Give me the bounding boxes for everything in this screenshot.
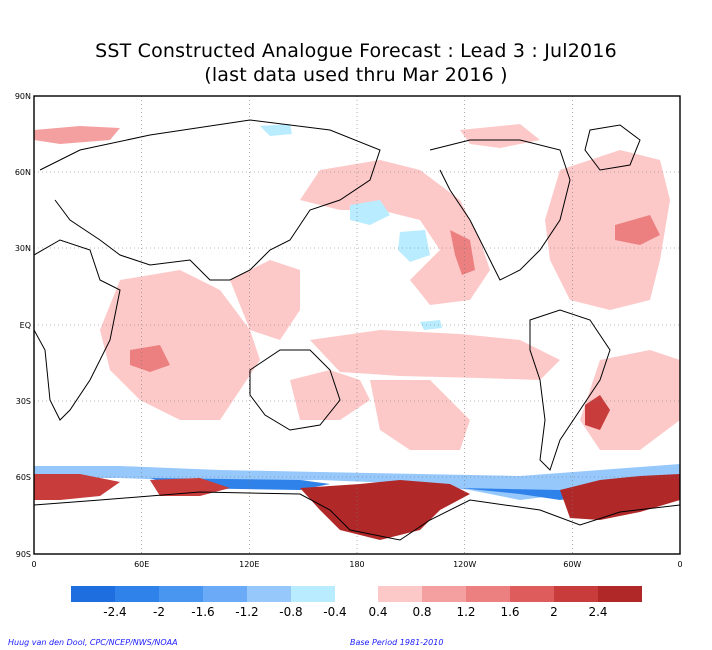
map-title: SST Constructed Analogue Forecast : Lead… bbox=[95, 40, 617, 62]
warm-north-pacific-core bbox=[450, 230, 475, 275]
cold-north-pacific bbox=[350, 200, 430, 262]
colorbar-swatch-positive bbox=[378, 586, 422, 602]
colorbar-label: -1.6 bbox=[191, 605, 214, 619]
map-subtitle: (last data used thru Mar 2016 ) bbox=[204, 64, 508, 86]
colorbar-label: 1.6 bbox=[500, 605, 519, 619]
coast-greenland bbox=[584, 124, 641, 171]
lat-label: 60S bbox=[16, 473, 31, 482]
map-frame bbox=[33, 95, 681, 555]
colorbar-label: -2.4 bbox=[103, 605, 126, 619]
warm-ross-sea bbox=[300, 480, 470, 540]
lat-label: 60N bbox=[15, 168, 31, 177]
coast-africa bbox=[34, 239, 121, 421]
longitude-labels: 0 60E 120E 180 120W 60W 0 bbox=[31, 560, 682, 569]
colorbar-label: -2 bbox=[153, 605, 165, 619]
base-period-text: Base Period 1981-2010 bbox=[350, 638, 444, 647]
colorbar-swatch-positive bbox=[422, 586, 466, 602]
lat-label: 30S bbox=[16, 397, 31, 406]
colorbar-swatch-positive bbox=[554, 586, 598, 602]
colorbar-label: -1.2 bbox=[235, 605, 258, 619]
warm-south-pacific-tongue bbox=[370, 380, 470, 450]
colorbar-label: 2 bbox=[550, 605, 558, 619]
colorbar-label: 0.8 bbox=[412, 605, 431, 619]
coast-north-america bbox=[429, 139, 571, 281]
colorbar-swatch-negative bbox=[291, 586, 335, 602]
warm-antarctic-atlantic-sector bbox=[34, 474, 120, 500]
colorbar-swatch-negative bbox=[71, 586, 115, 602]
warm-arctic-atlantic bbox=[34, 126, 120, 144]
colorbar-swatch-negative bbox=[247, 586, 291, 602]
coast-australia bbox=[249, 349, 341, 431]
cold-band-core bbox=[150, 478, 600, 500]
coast-south-america bbox=[529, 309, 611, 471]
credit-text: Huug van den Dool, CPC/NCEP/NWS/NOAA bbox=[8, 638, 178, 647]
warm-north-pacific bbox=[300, 160, 490, 305]
coast-antarctica bbox=[34, 491, 680, 541]
warm-antarctic-indian-sector bbox=[150, 478, 230, 496]
gridlines bbox=[34, 96, 680, 554]
lon-label: 0 bbox=[677, 560, 682, 569]
lon-label: 180 bbox=[349, 560, 364, 569]
colorbar-swatch-negative bbox=[115, 586, 159, 602]
colorbar-swatch-positive bbox=[510, 586, 554, 602]
colorbar-swatch-negative bbox=[203, 586, 247, 602]
lon-label: 0 bbox=[31, 560, 36, 569]
warm-indian-ocean bbox=[100, 270, 260, 420]
warm-maritime-continent bbox=[230, 260, 300, 340]
cold-arctic-patch bbox=[260, 124, 292, 136]
warm-south-atlantic bbox=[580, 350, 680, 450]
colorbar-label: 0.4 bbox=[368, 605, 387, 619]
warm-western-pacific bbox=[290, 370, 370, 420]
lon-label: 60W bbox=[563, 560, 581, 569]
anomaly-field bbox=[34, 124, 680, 540]
lat-label: 30N bbox=[15, 244, 31, 253]
warm-south-atlantic-core bbox=[585, 395, 610, 430]
latitude-labels: 90N 60N 30N EQ 30S 60S 90S bbox=[15, 92, 31, 559]
coastlines bbox=[34, 119, 680, 541]
colorbar-label: -0.4 bbox=[323, 605, 346, 619]
colorbar-swatch-negative bbox=[159, 586, 203, 602]
lon-label: 120E bbox=[239, 560, 259, 569]
lat-label: EQ bbox=[20, 321, 31, 330]
lat-label: 90S bbox=[16, 550, 31, 559]
colorbar-label: 1.2 bbox=[456, 605, 475, 619]
warm-north-atlantic-core bbox=[615, 215, 660, 245]
colorbar: -2.4 -2 -1.6 -1.2 -0.8 -0.4 0.4 0.8 1.2 1.6 2 2.4 bbox=[71, 586, 642, 619]
coast-eurasia bbox=[39, 119, 381, 281]
colorbar-swatch-positive bbox=[466, 586, 510, 602]
warm-arctic-pacific bbox=[460, 124, 540, 148]
colorbar-label: -0.8 bbox=[279, 605, 302, 619]
colorbar-swatch-positive bbox=[598, 586, 642, 602]
warm-indian-ocean-core bbox=[130, 345, 170, 372]
lon-label: 60E bbox=[134, 560, 149, 569]
lon-label: 120W bbox=[453, 560, 476, 569]
warm-south-pacific-band bbox=[310, 330, 560, 380]
lat-label: 90N bbox=[15, 92, 31, 101]
warm-north-atlantic bbox=[545, 150, 670, 310]
colorbar-label: 2.4 bbox=[588, 605, 607, 619]
